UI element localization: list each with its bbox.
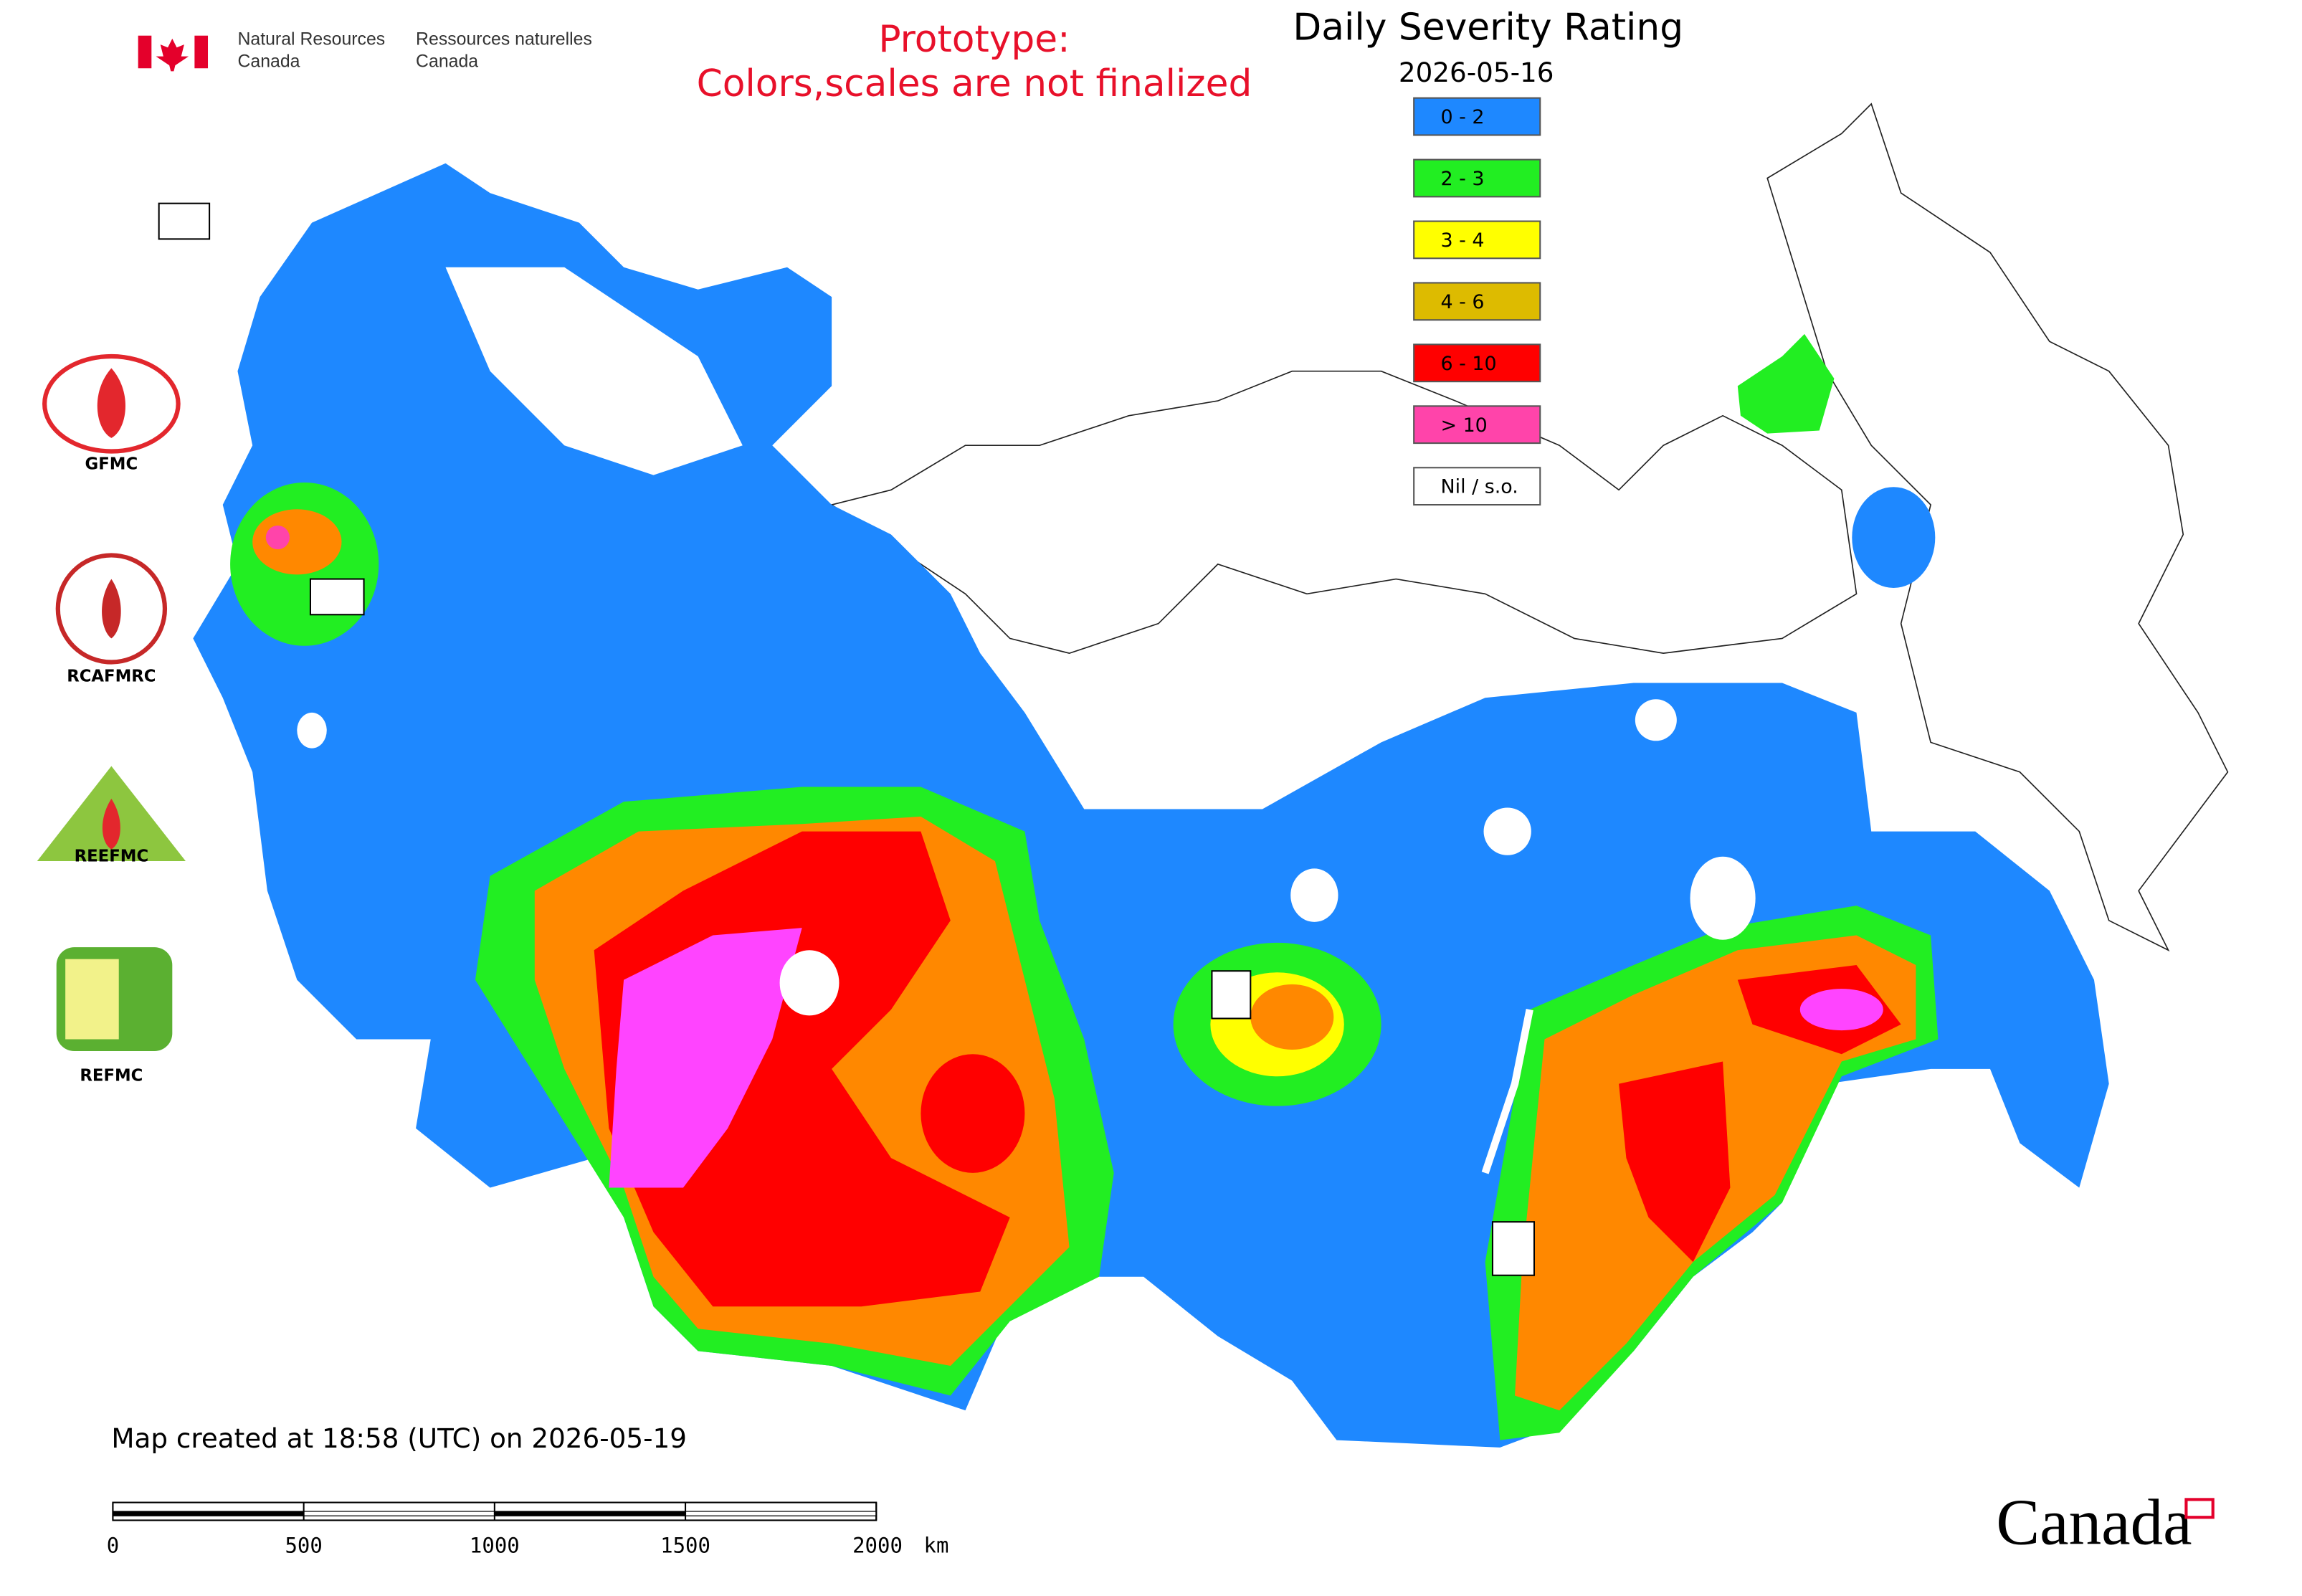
scale-label: 500 bbox=[285, 1534, 322, 1558]
flag-bar bbox=[138, 35, 152, 69]
scale-label: 1500 bbox=[660, 1534, 710, 1558]
logo-label: RCAFMRC bbox=[67, 668, 156, 686]
maple-leaf bbox=[156, 38, 189, 72]
legend-label: 2 - 3 bbox=[1440, 168, 1484, 190]
scale-segment bbox=[685, 1511, 877, 1516]
scale-label: 2000 bbox=[852, 1534, 903, 1558]
site-logo bbox=[309, 578, 365, 616]
legend-label: 3 - 4 bbox=[1440, 229, 1484, 252]
region bbox=[1619, 1061, 1731, 1263]
legend-label: Nil / s.o. bbox=[1440, 476, 1518, 498]
lake bbox=[297, 712, 327, 749]
agency-fr: Ressources naturelles bbox=[416, 29, 592, 49]
map bbox=[193, 103, 2229, 1448]
legend-label: 4 - 6 bbox=[1440, 291, 1484, 313]
region bbox=[265, 526, 290, 550]
agency-fr: Canada bbox=[416, 52, 478, 72]
lake-baikal bbox=[1481, 1009, 1533, 1174]
site-logo bbox=[158, 202, 211, 240]
rcafmrc-logo bbox=[102, 579, 121, 639]
scale-label: 0 bbox=[107, 1534, 119, 1558]
land bbox=[1852, 487, 1936, 588]
site-logo bbox=[1211, 970, 1252, 1020]
lake bbox=[1635, 699, 1677, 741]
neighbour-outline bbox=[1766, 103, 2229, 952]
legend-swatch bbox=[1413, 467, 1541, 506]
map-date: 2026-05-16 bbox=[1399, 57, 1554, 88]
map-title: Daily Severity Rating bbox=[1293, 6, 1683, 49]
region bbox=[252, 509, 342, 575]
site-logo bbox=[1491, 1221, 1536, 1276]
legend-swatch bbox=[1413, 405, 1541, 445]
scale-segment bbox=[494, 1511, 686, 1516]
legend-swatch bbox=[1413, 158, 1541, 198]
scale-segment bbox=[112, 1511, 305, 1516]
flag-bar bbox=[194, 35, 209, 69]
legend-label: 6 - 10 bbox=[1440, 353, 1496, 375]
logo-label: REEFMC bbox=[75, 847, 149, 865]
scale-unit: km bbox=[924, 1534, 949, 1558]
region bbox=[1250, 984, 1334, 1050]
wordmark-flag bbox=[2184, 1498, 2215, 1519]
gfmc-logo bbox=[42, 353, 181, 454]
logo-label: REFMC bbox=[80, 1067, 143, 1086]
reefmc-logo bbox=[102, 799, 120, 850]
legend-swatch bbox=[1413, 220, 1541, 260]
region bbox=[921, 1054, 1025, 1173]
scale-bar: 0 500 1000 1500 2000 km bbox=[107, 1501, 949, 1558]
legend-swatch bbox=[1413, 97, 1541, 136]
logo-label: GFMC bbox=[85, 455, 138, 474]
legend-swatch bbox=[1413, 282, 1541, 321]
canada-wordmark: Canada bbox=[1996, 1486, 2192, 1559]
lake bbox=[779, 950, 840, 1016]
lake bbox=[1690, 856, 1756, 940]
legend-swatch bbox=[1413, 343, 1541, 383]
gfmc-logo bbox=[97, 368, 125, 438]
coast-outline bbox=[830, 370, 1858, 654]
partner-logos bbox=[37, 353, 186, 1052]
lake bbox=[1483, 807, 1531, 855]
agency-en: Natural Resources bbox=[237, 29, 385, 49]
gc-signature: Natural Resources Canada Ressources natu… bbox=[138, 29, 592, 72]
region bbox=[1737, 333, 1835, 434]
scale-label: 1000 bbox=[470, 1534, 520, 1558]
legend-label: 0 - 2 bbox=[1440, 106, 1484, 128]
sea bbox=[445, 267, 743, 475]
created-note: Map created at 18:58 (UTC) on 2026-05-19 bbox=[111, 1422, 687, 1454]
region bbox=[1799, 989, 1883, 1031]
legend-label: > 10 bbox=[1440, 414, 1487, 437]
refmc-logo bbox=[65, 959, 119, 1040]
notice: Prototype: bbox=[878, 18, 1070, 61]
agency-en: Canada bbox=[237, 52, 300, 72]
notice: Colors,scales are not finalized bbox=[697, 62, 1252, 105]
lake bbox=[1290, 868, 1338, 922]
scale-segment bbox=[303, 1511, 495, 1516]
region bbox=[609, 928, 802, 1188]
